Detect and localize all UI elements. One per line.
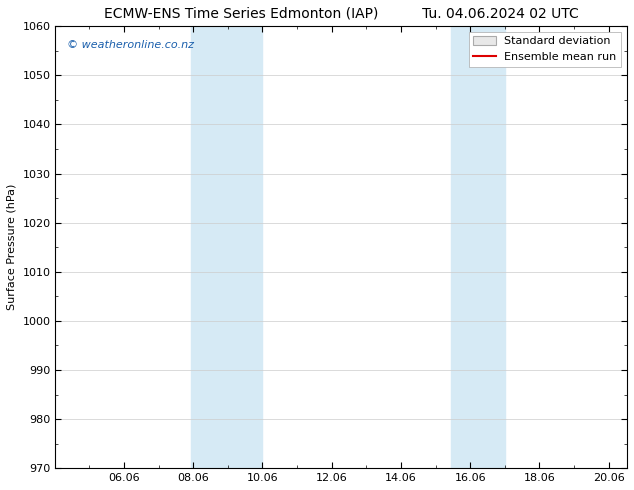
Bar (191, 26, 262, 468)
Text: © weatheronline.co.nz: © weatheronline.co.nz (67, 40, 194, 49)
Legend: Standard deviation, Ensemble mean run: Standard deviation, Ensemble mean run (469, 32, 621, 67)
Title: ECMW-ENS Time Series Edmonton (IAP)          Tu. 04.06.2024 02 UTC: ECMW-ENS Time Series Edmonton (IAP) Tu. … (104, 7, 578, 21)
Y-axis label: Surface Pressure (hPa): Surface Pressure (hPa) (7, 184, 17, 311)
Bar (451, 26, 505, 468)
